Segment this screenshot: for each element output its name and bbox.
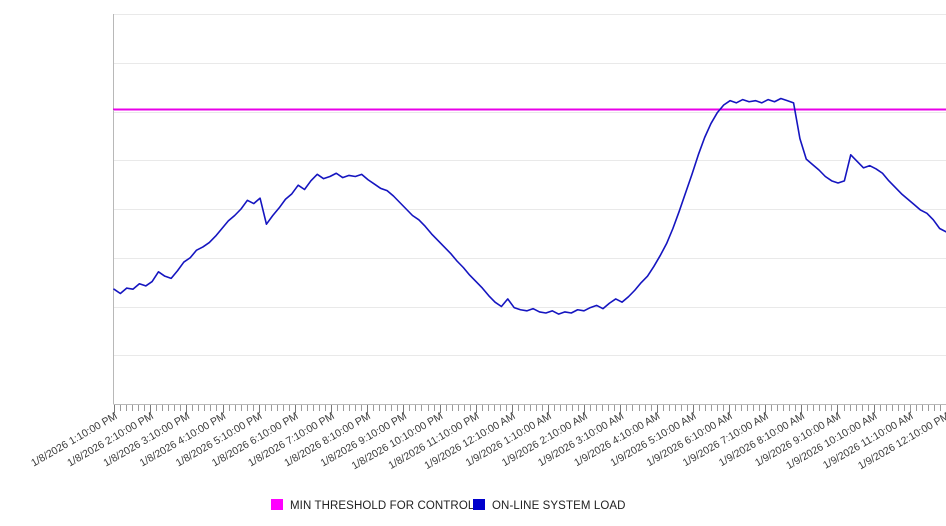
x-axis-ticks [114,405,941,413]
legend-swatch-min-threshold-for-control [271,499,283,510]
chart-legend: MIN THRESHOLD FOR CONTROL ON-LINE SYSTEM… [271,499,626,512]
legend-label-min-threshold-for-control: MIN THRESHOLD FOR CONTROL [290,500,475,512]
gridlines [114,14,946,356]
series-layer [113,97,946,315]
series-on-line-system-load [113,97,946,315]
legend-label-on-line-system-load: ON-LINE SYSTEM LOAD [492,500,626,512]
legend-swatch-on-line-system-load [473,499,485,510]
x-axis-tick-labels: 1/8/2026 1:10:00 PM1/8/2026 2:10:00 PM1/… [29,410,946,472]
axis-lines [113,14,946,405]
